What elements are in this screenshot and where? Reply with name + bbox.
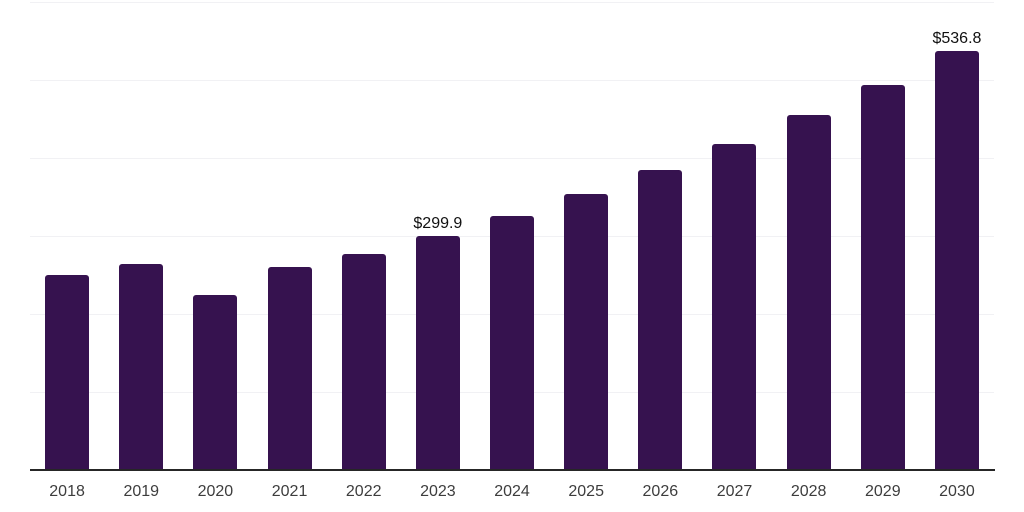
bar	[786, 115, 831, 470]
bar	[341, 253, 386, 470]
x-tick-label: 2028	[790, 483, 827, 500]
x-tick-label: 2029	[865, 483, 901, 500]
x-tick-label: 2022	[345, 483, 382, 500]
bar	[193, 294, 238, 470]
x-tick-label: 2019	[123, 483, 160, 500]
gridline	[30, 2, 994, 3]
bar-value-label: $536.8	[932, 30, 982, 48]
bar-slot	[30, 2, 104, 470]
bars-layer: $299.9 $536.8	[30, 2, 994, 470]
bar	[267, 267, 312, 470]
bar: $299.9	[413, 215, 462, 470]
x-tick-label: 2027	[716, 483, 753, 500]
bar-slot	[327, 2, 401, 470]
x-axis-line	[30, 469, 995, 471]
plot-area: $299.9 $536.8	[30, 2, 994, 470]
bar-slot	[549, 2, 623, 470]
bar-value-label: $299.9	[413, 215, 463, 233]
x-tick-label: 2026	[642, 483, 679, 500]
x-axis-tick-labels: 2018 2019 2020 2021 2022 2023 2024 2025 2026 2027…	[30, 483, 994, 501]
bar	[490, 215, 535, 470]
bar-slot	[623, 2, 697, 470]
bar-slot	[104, 2, 178, 470]
bar	[712, 143, 757, 470]
bar-slot	[178, 2, 252, 470]
gridline	[30, 80, 994, 81]
x-tick-label: 2030	[939, 483, 975, 500]
gridline	[30, 158, 994, 159]
bar-slot	[772, 2, 846, 470]
x-tick-label: 2024	[494, 483, 530, 500]
x-tick-label: 2021	[271, 483, 308, 500]
bar-slot: $536.8	[920, 2, 994, 470]
bar-slot: $299.9	[401, 2, 475, 470]
bar-slot	[475, 2, 549, 470]
bar	[119, 263, 164, 470]
bar-slot	[252, 2, 326, 470]
x-tick-label: 2020	[197, 483, 234, 500]
bar-slot	[846, 2, 920, 470]
bar	[564, 193, 609, 470]
x-tick-label: 2018	[49, 483, 85, 500]
bar-slot	[697, 2, 771, 470]
bar	[45, 274, 90, 470]
bar	[860, 84, 905, 470]
bar: $536.8	[932, 30, 981, 470]
bar	[638, 169, 683, 470]
x-tick-label: 2023	[420, 483, 456, 500]
x-tick-label: 2025	[568, 483, 604, 500]
